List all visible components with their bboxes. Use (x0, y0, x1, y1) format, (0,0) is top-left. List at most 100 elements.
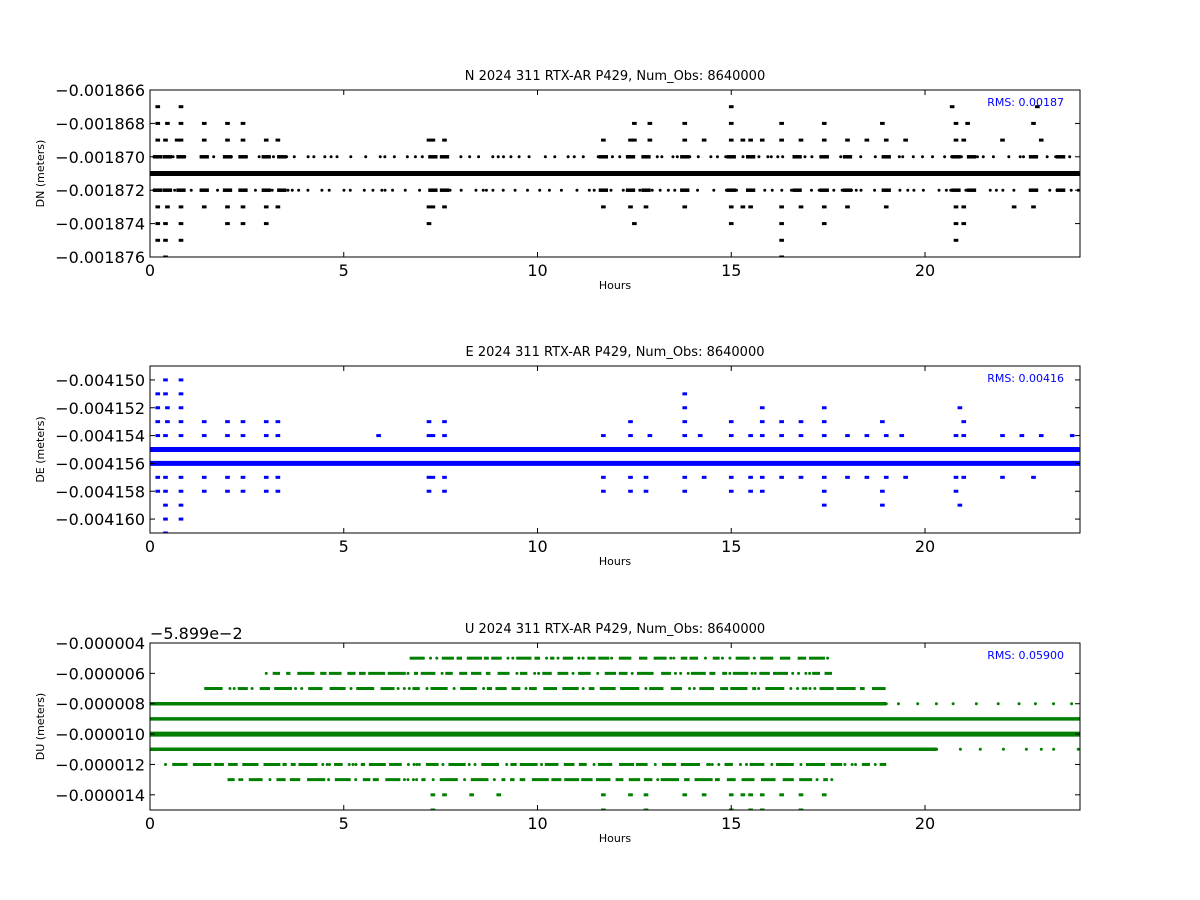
data-point (335, 155, 339, 159)
data-point (292, 155, 296, 159)
data-point (873, 762, 877, 766)
data-point (801, 687, 805, 691)
data-point (431, 778, 435, 782)
data-point (813, 687, 817, 691)
data-point (850, 762, 854, 766)
data-point (413, 155, 417, 159)
data-point (407, 687, 411, 691)
data-point (581, 656, 585, 660)
x-tick-label: 5 (339, 537, 349, 556)
data-point (658, 188, 662, 192)
data-point (402, 778, 406, 782)
data-point (916, 702, 920, 706)
data-point (468, 155, 472, 159)
data-point (323, 155, 327, 159)
y-tick-label: −0.001868 (55, 114, 145, 133)
data-point (553, 155, 557, 159)
data-point (537, 671, 541, 675)
data-level-2 (150, 747, 1080, 752)
data-point (744, 762, 748, 766)
data-point (931, 155, 935, 159)
data-point (491, 155, 495, 159)
data-point (686, 671, 690, 675)
y-tick-label: −0.001874 (55, 215, 145, 234)
data-point (547, 188, 551, 192)
data-point (996, 702, 1000, 706)
data-point (988, 188, 992, 192)
data-point (770, 188, 774, 192)
data-point (294, 687, 298, 691)
data-point (354, 778, 358, 782)
data-point (396, 687, 400, 691)
data-point (592, 762, 596, 766)
x-tick-label: 5 (339, 261, 349, 280)
data-point (951, 702, 955, 706)
data-point (859, 155, 863, 159)
data-point (906, 188, 910, 192)
data-point (417, 762, 421, 766)
data-point (491, 188, 495, 192)
y-tick-label: −0.000006 (55, 664, 145, 683)
data-point (717, 762, 721, 766)
data-point (804, 671, 808, 675)
data-point (815, 778, 819, 782)
y-tick-label: −0.000012 (55, 755, 145, 774)
data-point (415, 762, 419, 766)
data-point (832, 188, 836, 192)
data-point (484, 188, 488, 192)
data-point (944, 188, 948, 192)
x-tick-label: 5 (339, 814, 349, 833)
y-tick-label: −0.004152 (55, 399, 145, 418)
data-point (752, 656, 756, 660)
x-axis-label: Hours (599, 555, 631, 568)
data-point (566, 155, 570, 159)
data-point (253, 188, 257, 192)
y-tick-label: −0.001876 (55, 248, 145, 267)
data-point (321, 762, 325, 766)
data-point (696, 155, 700, 159)
data-point (264, 671, 268, 675)
y-tick-label: −0.000008 (55, 695, 145, 714)
data-point (496, 155, 500, 159)
data-point (216, 188, 220, 192)
data-point (898, 188, 902, 192)
data-point (474, 188, 478, 192)
data-point (481, 188, 485, 192)
data-point (770, 762, 774, 766)
data-point (934, 702, 938, 706)
data-point (425, 687, 429, 691)
data-point (1007, 155, 1011, 159)
data-point (300, 687, 304, 691)
data-point (402, 687, 406, 691)
data-point (720, 656, 724, 660)
data-point (644, 687, 648, 691)
data-point (675, 155, 679, 159)
data-point (271, 155, 275, 159)
y-axis-label: DU (meters) (34, 693, 47, 760)
chart-title: U 2024 311 RTX-AR P429, Num_Obs: 8640000 (465, 622, 765, 637)
data-point (753, 671, 757, 675)
data-point (212, 155, 216, 159)
data-point (354, 762, 358, 766)
data-point (1070, 702, 1074, 706)
data-point (1001, 188, 1005, 192)
data-point (351, 762, 355, 766)
data-point (1024, 747, 1028, 751)
data-point (189, 188, 193, 192)
data-point (412, 762, 416, 766)
data-level-4 (204, 687, 886, 691)
data-level-1 (152, 155, 1072, 159)
y-tick-label: −0.000010 (55, 725, 145, 744)
data-point (728, 656, 732, 660)
chart-panel-2: 0 5 10 15 20 −0.000004 −0.000006 −0.000008 −0.00… (34, 622, 1081, 845)
x-tick-label: 0 (145, 537, 155, 556)
data-point (406, 778, 410, 782)
data-point (715, 155, 719, 159)
data-point (405, 155, 409, 159)
data-point (581, 155, 585, 159)
plot-frame (149, 89, 1081, 258)
data-point (533, 671, 537, 675)
data-point (325, 762, 329, 766)
data-point (538, 188, 542, 192)
data-point (797, 671, 801, 675)
